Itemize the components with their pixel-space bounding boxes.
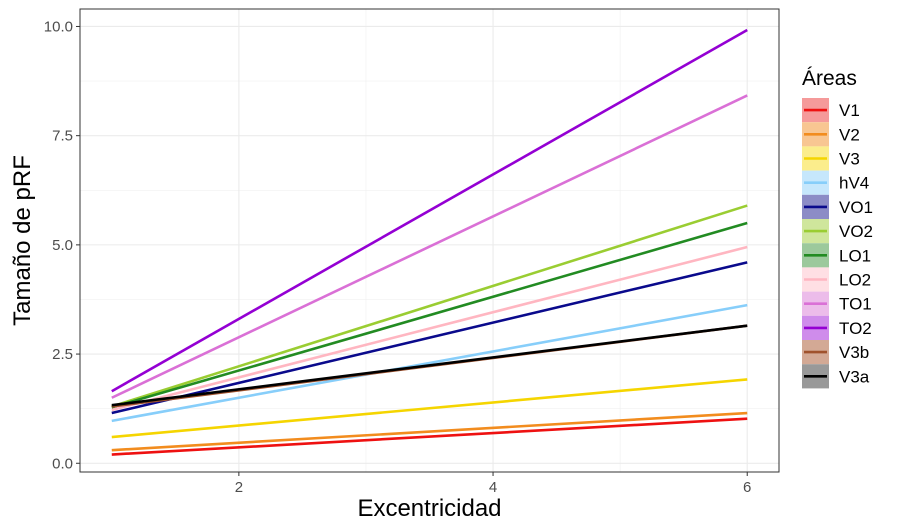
plot-panel-border — [79, 8, 780, 473]
legend-item-lo2: LO2 — [802, 267, 871, 292]
series-line-v3 — [111, 378, 748, 439]
series-line-v2 — [111, 411, 748, 452]
series-line-v1 — [111, 417, 748, 456]
axes: 2 4 6 0.0 2.5 5.0 7.5 10.0 — [44, 18, 752, 496]
legend-label: V3a — [839, 367, 870, 386]
legend-item-to1: TO1 — [802, 291, 872, 316]
legend-item-hv4: hV4 — [802, 170, 869, 195]
legend-label: TO2 — [839, 319, 872, 338]
legend-item-v1: V1 — [802, 98, 860, 123]
y-tick-label: 10.0 — [44, 18, 73, 35]
legend-item-v3a: V3a — [802, 364, 870, 389]
legend-label: V3 — [839, 150, 860, 169]
legend-item-v2: V2 — [802, 122, 860, 147]
series-line-lo2 — [111, 245, 748, 412]
y-tick-label: 5.0 — [52, 237, 73, 254]
series-lines — [111, 28, 748, 456]
legend-item-vo1: VO1 — [802, 194, 873, 219]
series-line-hv4 — [111, 303, 748, 423]
legend-label: LO1 — [839, 246, 871, 265]
y-axis-title: Tamaño de pRF — [9, 155, 36, 326]
legend-item-v3: V3 — [802, 146, 860, 171]
legend-label: hV4 — [839, 174, 869, 193]
legend-label: TO1 — [839, 295, 872, 314]
series-line-vo2 — [111, 204, 748, 408]
x-tick-label: 4 — [489, 479, 497, 496]
x-tick-label: 6 — [743, 479, 751, 496]
legend-title: Áreas — [802, 67, 857, 90]
legend-label: V3b — [839, 343, 869, 362]
series-line-v3a — [111, 324, 748, 407]
x-tick-label: 2 — [235, 479, 243, 496]
y-tick-label: 7.5 — [52, 128, 73, 145]
y-tick-label: 2.5 — [52, 346, 73, 363]
series-line-lo1 — [111, 221, 748, 409]
legend-item-to2: TO2 — [802, 315, 872, 340]
x-axis-title: Excentricidad — [357, 495, 501, 522]
legend-label: LO2 — [839, 271, 871, 290]
grid — [80, 9, 779, 472]
series-line-to2 — [111, 28, 748, 393]
legend-label: V1 — [839, 101, 860, 120]
legend-label: VO2 — [839, 222, 873, 241]
y-tick-label: 0.0 — [52, 455, 73, 472]
legend-label: V2 — [839, 125, 860, 144]
legend-label: VO1 — [839, 198, 873, 217]
legend-item-vo2: VO2 — [802, 219, 873, 244]
series-line-to1 — [111, 94, 748, 399]
legend: V1 V2 V3 hV4 VO1 VO2 LO1 LO2 TO1 TO2 V3b V3a — [802, 98, 873, 389]
legend-item-v3b: V3b — [802, 340, 869, 365]
legend-item-lo1: LO1 — [802, 243, 871, 268]
series-line-vo1 — [111, 261, 748, 415]
